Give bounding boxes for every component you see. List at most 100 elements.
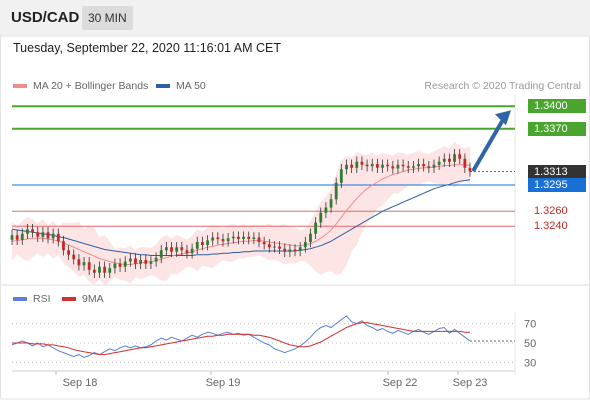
candle-body <box>10 235 14 240</box>
rsi-swatch <box>13 297 27 301</box>
price-label-1.3260: 1.3260 <box>534 205 568 218</box>
candle <box>67 245 71 260</box>
candle <box>20 228 24 245</box>
projection-arrow <box>472 114 507 172</box>
candle-body <box>422 164 426 167</box>
candle-body <box>427 166 431 168</box>
candle <box>144 254 148 269</box>
candle-body <box>41 232 45 237</box>
candle <box>26 224 29 239</box>
candle-body <box>267 244 271 248</box>
candle-body <box>242 236 245 239</box>
x-tick-label: Sep 18 <box>63 377 98 389</box>
candle <box>128 253 132 267</box>
timeframe-button[interactable]: 30 MIN <box>82 6 133 30</box>
price-label-1.3370: 1.3370 <box>528 121 586 136</box>
candle <box>247 231 251 245</box>
candle-body <box>118 263 122 267</box>
ma50-swatch <box>156 84 170 88</box>
candle <box>273 241 276 253</box>
candle <box>427 161 431 173</box>
candle-body <box>46 232 50 239</box>
candle <box>262 236 266 250</box>
candle-body <box>355 161 359 168</box>
candle-body <box>185 250 189 254</box>
candle <box>103 261 107 278</box>
candle <box>267 239 271 253</box>
candle <box>159 245 163 263</box>
candle-body <box>139 260 143 264</box>
candle <box>252 232 256 245</box>
rsi-tick-70: 70 <box>524 319 536 331</box>
candle <box>77 254 81 271</box>
candle-body <box>149 261 153 264</box>
candle-body <box>329 199 333 208</box>
candle-body <box>278 246 281 249</box>
candle-body <box>62 241 65 251</box>
legend-rsi-label: RSI <box>33 293 51 305</box>
rsi-9ma-line <box>12 322 470 356</box>
candle-body <box>448 158 451 162</box>
x-tick-label: Sep 22 <box>383 377 418 389</box>
candle <box>350 159 354 173</box>
candle <box>437 156 441 170</box>
candle <box>36 227 40 242</box>
candle-body <box>190 248 194 254</box>
candle-body <box>201 242 204 245</box>
x-tick-label: Sep 23 <box>453 377 488 389</box>
candle <box>108 263 112 278</box>
candle-body <box>406 166 410 168</box>
candle-body <box>26 229 29 234</box>
candle <box>257 232 261 248</box>
price-label-1.3240: 1.3240 <box>534 220 568 233</box>
candle-body <box>370 164 374 167</box>
candle-body <box>226 238 230 242</box>
legend-9ma: 9MA <box>62 293 104 305</box>
candle-body <box>180 247 184 251</box>
candle-body <box>350 164 354 168</box>
candle-body <box>36 232 40 237</box>
candle <box>175 242 179 257</box>
candle-body <box>417 164 420 167</box>
candle <box>334 177 338 205</box>
candle-body <box>128 258 132 262</box>
candle <box>355 156 359 173</box>
candle <box>87 257 91 275</box>
candle-body <box>391 166 395 169</box>
candle-body <box>252 237 256 239</box>
legend-ma20-label: MA 20 + Bollinger Bands <box>33 80 149 92</box>
candle <box>180 242 184 256</box>
price-label-1.3400: 1.3400 <box>528 99 586 114</box>
legend-9ma-label: 9MA <box>82 293 104 305</box>
candle <box>201 236 204 251</box>
candle-body <box>453 154 456 162</box>
candle <box>417 158 420 172</box>
candle-body <box>463 158 467 168</box>
candle-body <box>432 164 436 168</box>
candle <box>293 244 297 257</box>
candle <box>41 227 45 242</box>
candle <box>448 153 451 167</box>
price-label-1.3313: 1.3313 <box>528 164 586 179</box>
candle-body <box>77 259 81 266</box>
candle-body <box>108 268 112 273</box>
candle <box>134 253 137 269</box>
candle <box>339 164 343 188</box>
candle-body <box>247 236 251 239</box>
credit-text: Research © 2020 Trading Central <box>424 80 581 92</box>
chart-frame <box>0 35 590 400</box>
candle-body <box>159 250 163 258</box>
candle <box>422 158 426 172</box>
candle <box>406 161 410 173</box>
candle-body <box>103 266 107 273</box>
projection-arrowhead <box>495 110 511 126</box>
9ma-swatch <box>62 297 76 301</box>
candle <box>442 153 446 167</box>
candle <box>468 162 472 177</box>
candle <box>185 245 189 259</box>
candle <box>309 228 312 248</box>
candle <box>314 217 318 239</box>
legend-rsi: RSI <box>13 293 51 305</box>
candle <box>283 243 287 257</box>
candle <box>319 207 323 228</box>
